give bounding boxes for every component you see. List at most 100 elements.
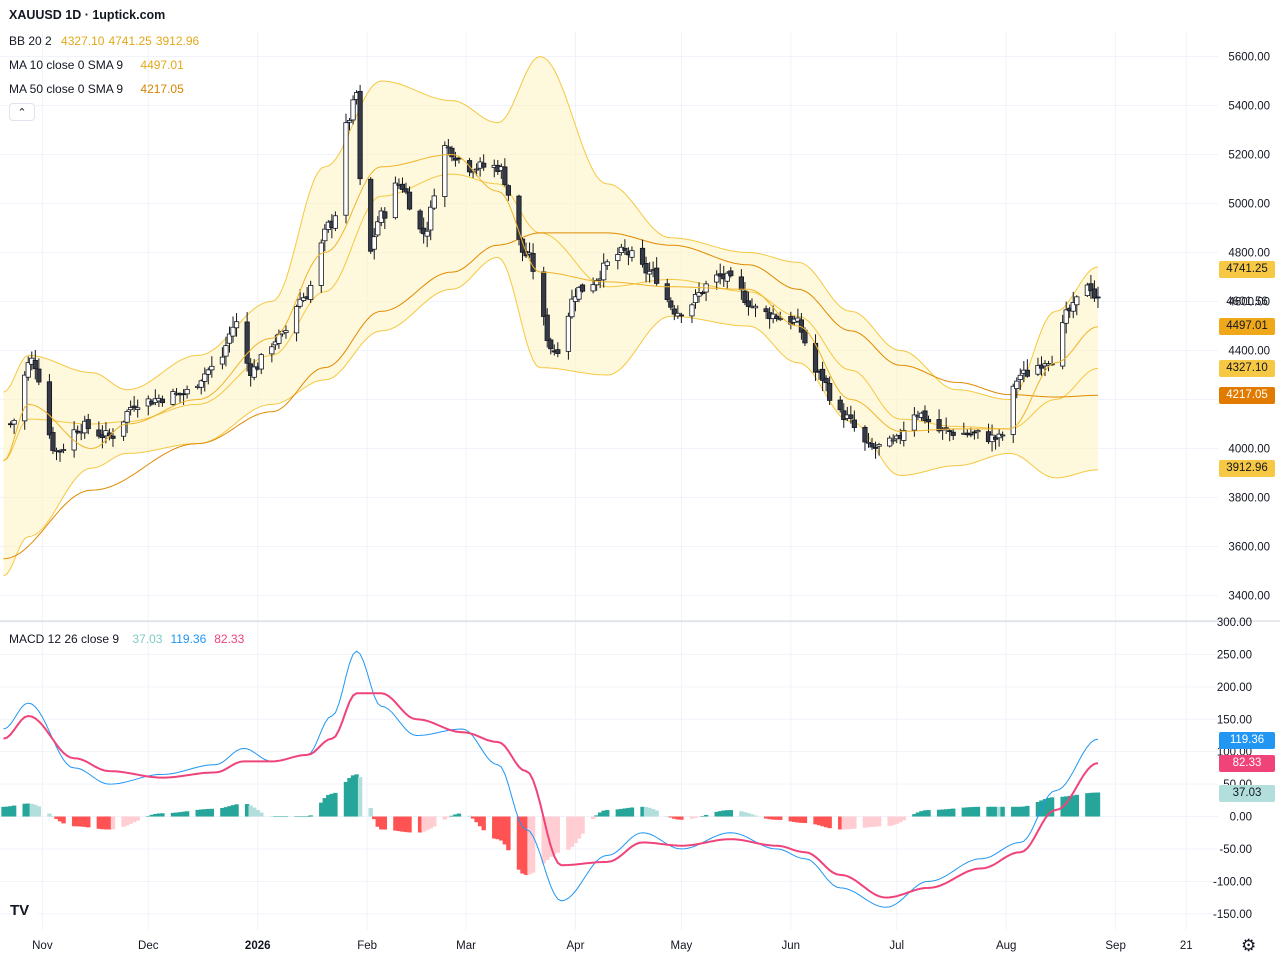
candle-body-down: [516, 195, 522, 240]
candle-body-down: [541, 271, 547, 317]
macd-histogram-bar: [333, 792, 338, 817]
tradingview-logo[interactable]: TV: [10, 900, 38, 922]
candle: [594, 278, 600, 291]
macd-histogram-bar: [86, 816, 91, 828]
candle-body-down: [639, 247, 646, 265]
candle-body-down: [382, 211, 388, 219]
candle-body-down: [678, 314, 684, 317]
candle-body-up: [301, 297, 307, 301]
macd-histogram-bar: [100, 816, 105, 830]
candle-body-down: [403, 188, 409, 193]
candle: [901, 421, 907, 447]
macd-histogram-bar: [396, 816, 402, 832]
candle-body-up: [594, 280, 600, 286]
candle: [851, 410, 857, 432]
time-tick-label: Dec: [138, 940, 159, 952]
macd-histogram-bar: [29, 803, 34, 817]
macd-histogram-bar: [866, 816, 871, 828]
macd-histogram-bar: [1092, 792, 1097, 817]
candle-body-up: [350, 99, 356, 121]
candle-body-down: [36, 368, 42, 383]
candle-body-up: [283, 330, 289, 333]
macd-histogram-bar: [329, 793, 335, 817]
candle: [205, 367, 211, 385]
bb-legend-basis: 4327.10: [61, 34, 105, 48]
macd-histogram-bar: [54, 816, 59, 819]
candle-body-down: [869, 443, 875, 448]
macd-histogram-bar: [357, 777, 363, 817]
price-tick-label: 3800.00: [1228, 493, 1270, 505]
candle-body-down: [936, 419, 942, 432]
candle: [318, 239, 324, 293]
candle-body-up: [71, 429, 77, 451]
candle-body-down: [519, 238, 526, 253]
macd-histogram-bar: [580, 816, 585, 834]
time-tick-label: Apr: [567, 940, 585, 952]
macd-histogram-bar: [891, 816, 896, 826]
candle-body-up: [470, 171, 476, 174]
candle: [947, 428, 953, 442]
macd-histogram-bar: [446, 816, 451, 818]
candle-body-down: [664, 283, 670, 300]
gear-icon[interactable]: ⚙: [1241, 936, 1257, 955]
macd-histogram-bar: [1046, 798, 1051, 817]
macd-histogram-bar: [989, 806, 995, 817]
macd-histogram-bar: [234, 804, 239, 817]
macd-tick-label: 300.00: [1217, 617, 1252, 629]
macd-histogram-bar: [11, 805, 17, 817]
candle-body-up: [1060, 322, 1066, 367]
macd-tick-label: 0.00: [1230, 812, 1252, 824]
candle: [862, 425, 868, 451]
candle-body-down: [399, 183, 406, 190]
candle-body-down: [57, 450, 63, 453]
macd-histogram-bar: [605, 810, 610, 817]
candle: [198, 379, 204, 395]
signal-badge: 82.33: [1219, 755, 1275, 772]
macd-histogram-bar: [827, 816, 832, 829]
candle-body-down: [851, 419, 857, 428]
macd-legend-label: MACD 12 26 close 9: [9, 632, 120, 646]
candle: [604, 259, 610, 270]
candle-body-up: [230, 326, 236, 337]
candle: [371, 228, 377, 260]
macd-histogram-bar: [573, 816, 578, 844]
macd-histogram-bar: [718, 811, 723, 817]
candle: [876, 442, 882, 456]
candle: [837, 395, 843, 413]
candle: [724, 271, 730, 289]
time-tick-label: Mar: [456, 940, 476, 952]
macd-legend-hist: 37.03: [132, 632, 163, 646]
candle: [1095, 286, 1101, 308]
candle-body-down: [827, 382, 833, 401]
candle: [368, 177, 374, 254]
candle: [375, 216, 381, 238]
ma10-legend-value: 4497.01: [140, 58, 184, 72]
macd-histogram-bar: [57, 816, 63, 822]
candle-body-up: [25, 362, 31, 378]
candle-body-down: [85, 419, 91, 430]
candle-body-up: [332, 215, 338, 229]
macd-histogram-bar: [135, 816, 140, 821]
macd-histogram-bar: [308, 815, 313, 817]
macd-histogram-bar: [530, 816, 536, 873]
macd-histogram-bar: [495, 816, 500, 840]
candle: [230, 316, 236, 343]
candle: [36, 358, 42, 386]
macd-histogram-bar: [223, 807, 229, 817]
macd-tick-label: -150.00: [1213, 909, 1252, 921]
macd-histogram-bar: [1011, 806, 1016, 817]
candle: [131, 396, 137, 412]
candle-body-up: [128, 407, 134, 411]
macd-histogram-bar: [47, 813, 52, 817]
macd-histogram-bar: [248, 805, 253, 817]
macd-histogram-bar: [1042, 799, 1048, 817]
candle-body-up: [184, 388, 190, 395]
candle-body-down: [244, 321, 250, 364]
candles: [7, 84, 1101, 462]
macd-histogram-bar: [343, 781, 349, 817]
candle: [474, 163, 480, 177]
collapse-legend-button[interactable]: ⌃: [9, 103, 35, 121]
candle: [209, 356, 215, 378]
macd-histogram-bar: [852, 816, 857, 829]
